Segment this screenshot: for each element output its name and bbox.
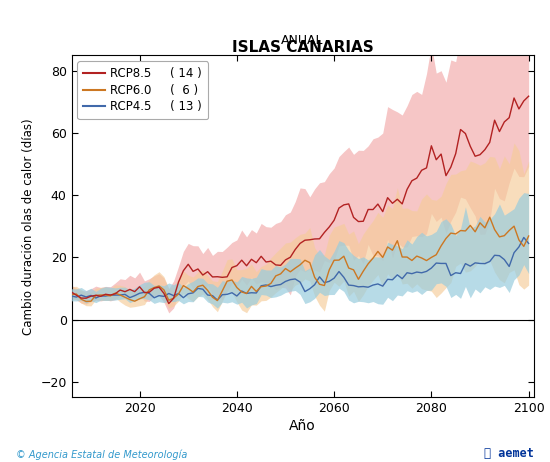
Text: ⓐ aemet: ⓐ aemet (483, 447, 534, 460)
Y-axis label: Cambio duración olas de calor (días): Cambio duración olas de calor (días) (21, 118, 35, 334)
Text: © Agencia Estatal de Meteorología: © Agencia Estatal de Meteorología (16, 449, 188, 460)
Legend: RCP8.5     ( 14 ), RCP6.0     (  6 ), RCP4.5     ( 13 ): RCP8.5 ( 14 ), RCP6.0 ( 6 ), RCP4.5 ( 13… (78, 61, 208, 119)
X-axis label: Año: Año (289, 419, 316, 433)
Text: ANUAL: ANUAL (281, 34, 324, 47)
Title: ISLAS CANARIAS: ISLAS CANARIAS (232, 41, 373, 55)
